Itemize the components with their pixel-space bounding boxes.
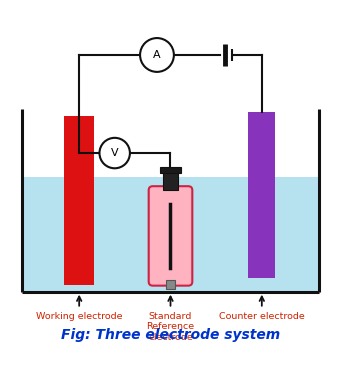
FancyBboxPatch shape xyxy=(149,186,192,286)
Circle shape xyxy=(100,138,130,168)
Text: Counter electrode: Counter electrode xyxy=(219,312,305,321)
Bar xyxy=(163,172,178,190)
Text: Working electrode: Working electrode xyxy=(36,312,122,321)
Bar xyxy=(166,280,175,289)
Bar xyxy=(248,112,275,278)
Text: A: A xyxy=(153,50,161,60)
Text: Fig: Three electrode system: Fig: Three electrode system xyxy=(61,328,280,342)
Text: Standard
Reference
electrode: Standard Reference electrode xyxy=(146,312,195,342)
Bar xyxy=(22,177,319,292)
Bar xyxy=(64,116,94,285)
Text: V: V xyxy=(111,148,119,158)
Circle shape xyxy=(140,38,174,72)
Bar xyxy=(160,167,181,173)
